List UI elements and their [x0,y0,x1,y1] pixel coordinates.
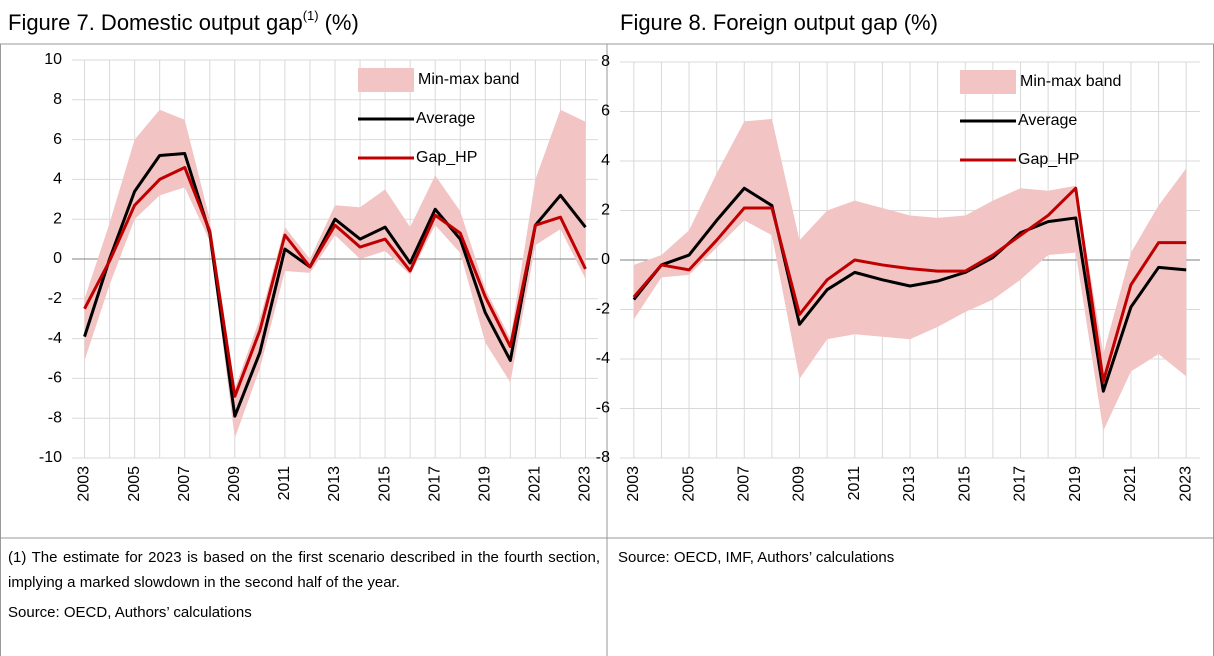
x-tick-label: 2017 [1012,466,1029,502]
line-series [632,186,1187,393]
y-tick-label: -10 [39,449,62,466]
note-line: Source: OECD, IMF, Authors’ calculations [618,549,895,566]
y-tick-label: 4 [601,152,610,169]
x-tick-label: 2017 [426,466,443,502]
title-text: Figure 8. Foreign output gap (%) [620,10,938,35]
y-tick-label: -2 [48,290,62,307]
line-series [632,186,1187,383]
legend-label: Min-max band [1020,73,1121,90]
x-tick-label: 2013 [901,466,918,502]
y-tick-label: 8 [601,53,610,70]
min-max-band [633,118,1187,431]
y-tick-label: -4 [596,350,610,367]
note-line: Source: OECD, Authors’ calculations [8,604,252,621]
x-tick-label: 2007 [176,466,193,502]
chart-title: Figure 8. Foreign output gap (%) [620,10,938,35]
x-tick-label: 2021 [527,466,544,502]
x-tick-label: 2005 [126,466,143,502]
y-tick-label: -8 [596,449,610,466]
y-tick-label: -2 [596,301,610,318]
x-tick-label: 2011 [846,466,863,501]
y-tick-label: 4 [53,171,62,188]
chart-notes: Source: OECD, IMF, Authors’ calculations [618,545,1203,575]
x-tick-label: 2023 [577,466,594,502]
x-tick-label: 2019 [1067,466,1084,502]
y-tick-label: 0 [53,250,62,267]
x-tick-label: 2009 [791,466,808,502]
y-tick-label: 10 [44,51,62,68]
note-line: (1) The estimate for 2023 is based on th… [8,549,600,591]
x-tick-label: 2013 [326,466,343,502]
chart-title: Figure 7. Domestic output gap(1) (%) [8,8,359,34]
legend-swatch [358,68,414,92]
x-tick-label: 2003 [76,466,93,502]
y-tick-label: 8 [53,91,62,108]
line-series [83,152,587,418]
chart-notes: (1) The estimate for 2023 is based on th… [8,545,600,630]
title-superscript: (1) [303,8,319,23]
x-tick-label: 2009 [226,466,243,502]
x-tick-label: 2003 [625,466,642,502]
legend-swatch [960,70,1016,94]
line-series [83,165,587,398]
legend-label: Gap_HP [416,149,477,166]
legend-label: Average [1018,112,1077,129]
title-text: Figure 7. Domestic output gap [8,10,303,35]
x-tick-label: 2015 [376,466,393,502]
x-tick-label: 2005 [680,466,697,502]
x-tick-label: 2021 [1122,466,1139,502]
y-tick-label: 2 [601,202,610,219]
y-tick-label: -6 [48,370,62,387]
x-tick-label: 2011 [276,466,293,501]
y-tick-label: 2 [53,210,62,227]
y-tick-label: 6 [601,103,610,120]
y-tick-label: -8 [48,409,62,426]
y-tick-label: -4 [48,330,62,347]
y-tick-label: 6 [53,131,62,148]
legend-label: Min-max band [418,71,519,88]
title-suffix: (%) [325,10,359,35]
x-tick-label: 2007 [736,466,753,502]
x-tick-label: 2023 [1177,466,1194,502]
legend-label: Average [416,110,475,127]
min-max-band [84,109,586,439]
x-tick-label: 2015 [956,466,973,502]
y-tick-label: 0 [601,251,610,268]
legend-label: Gap_HP [1018,151,1079,168]
x-tick-label: 2019 [477,466,494,502]
y-tick-label: -6 [596,400,610,417]
